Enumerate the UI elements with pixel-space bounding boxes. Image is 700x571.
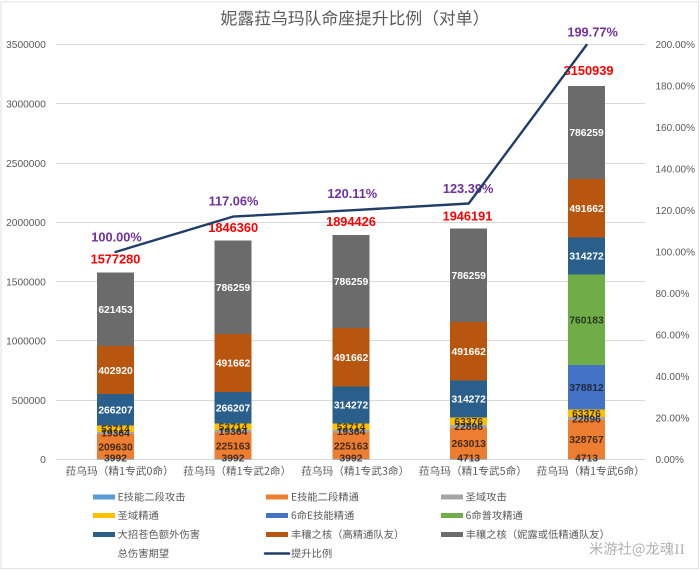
svg-text:160.00%: 160.00% bbox=[656, 123, 696, 134]
svg-text:225163: 225163 bbox=[216, 441, 251, 452]
svg-text:328767: 328767 bbox=[569, 435, 604, 446]
svg-text:225163: 225163 bbox=[334, 441, 369, 452]
svg-text:266207: 266207 bbox=[216, 404, 251, 415]
svg-text:63376: 63376 bbox=[454, 417, 483, 428]
svg-text:263013: 263013 bbox=[452, 439, 487, 450]
svg-text:3150939: 3150939 bbox=[564, 63, 614, 78]
svg-text:3992: 3992 bbox=[222, 454, 245, 465]
svg-text:786259: 786259 bbox=[216, 283, 251, 294]
svg-text:140.00%: 140.00% bbox=[656, 165, 696, 176]
svg-text:100.00%: 100.00% bbox=[91, 230, 142, 245]
svg-text:100.00%: 100.00% bbox=[656, 248, 696, 259]
svg-text:200.00%: 200.00% bbox=[656, 40, 696, 51]
svg-text:22896: 22896 bbox=[454, 422, 483, 433]
svg-text:402920: 402920 bbox=[98, 366, 133, 377]
svg-text:20.00%: 20.00% bbox=[656, 414, 690, 425]
svg-text:53714: 53714 bbox=[101, 424, 130, 435]
svg-text:2000000: 2000000 bbox=[6, 218, 46, 229]
svg-text:491662: 491662 bbox=[452, 347, 487, 358]
svg-text:378812: 378812 bbox=[569, 383, 604, 394]
svg-text:63376: 63376 bbox=[572, 409, 601, 420]
svg-text:491662: 491662 bbox=[569, 204, 604, 215]
svg-text:314272: 314272 bbox=[334, 401, 369, 412]
svg-text:1846360: 1846360 bbox=[208, 220, 258, 235]
svg-text:19364: 19364 bbox=[101, 429, 130, 440]
svg-text:53714: 53714 bbox=[337, 423, 366, 434]
svg-text:3992: 3992 bbox=[340, 454, 363, 465]
svg-text:3500000: 3500000 bbox=[6, 40, 46, 51]
svg-text:266207: 266207 bbox=[98, 405, 133, 416]
svg-text:500000: 500000 bbox=[12, 396, 46, 407]
svg-text:53714: 53714 bbox=[219, 423, 248, 434]
svg-text:491662: 491662 bbox=[334, 353, 369, 364]
svg-text:22896: 22896 bbox=[572, 414, 601, 425]
svg-text:II: II bbox=[675, 542, 686, 558]
svg-text:40.00%: 40.00% bbox=[656, 372, 690, 383]
svg-text:117.06%: 117.06% bbox=[209, 194, 259, 209]
svg-text:314272: 314272 bbox=[569, 252, 604, 263]
svg-text:1000000: 1000000 bbox=[6, 337, 46, 348]
svg-text:2500000: 2500000 bbox=[6, 159, 46, 170]
svg-text:786259: 786259 bbox=[452, 271, 487, 282]
svg-text:1500000: 1500000 bbox=[6, 277, 46, 288]
svg-text:314272: 314272 bbox=[452, 395, 487, 406]
svg-text:60.00%: 60.00% bbox=[656, 331, 690, 342]
svg-text:209630: 209630 bbox=[98, 442, 133, 453]
svg-text:19364: 19364 bbox=[219, 427, 248, 438]
svg-text:19364: 19364 bbox=[337, 427, 366, 438]
svg-text:621453: 621453 bbox=[98, 305, 133, 316]
svg-text:180.00%: 180.00% bbox=[656, 82, 696, 93]
svg-text:123.39%: 123.39% bbox=[443, 181, 494, 196]
svg-text:1946191: 1946191 bbox=[443, 209, 493, 224]
svg-text:1577280: 1577280 bbox=[91, 252, 141, 267]
svg-text:80.00%: 80.00% bbox=[656, 289, 690, 300]
svg-text:199.77%: 199.77% bbox=[567, 25, 618, 40]
svg-text:760183: 760183 bbox=[569, 315, 604, 326]
svg-text:120.00%: 120.00% bbox=[656, 206, 696, 217]
svg-text:786259: 786259 bbox=[334, 277, 369, 288]
svg-text:1894426: 1894426 bbox=[326, 214, 376, 229]
svg-text:786259: 786259 bbox=[569, 128, 604, 139]
svg-text:3992: 3992 bbox=[104, 454, 127, 465]
svg-text:0: 0 bbox=[40, 455, 46, 466]
svg-text:4713: 4713 bbox=[457, 454, 480, 465]
svg-text:4713: 4713 bbox=[575, 454, 598, 465]
svg-text:3000000: 3000000 bbox=[6, 100, 46, 111]
svg-text:491662: 491662 bbox=[216, 359, 251, 370]
svg-text:120.11%: 120.11% bbox=[327, 186, 377, 201]
svg-text:0.00%: 0.00% bbox=[656, 455, 684, 466]
